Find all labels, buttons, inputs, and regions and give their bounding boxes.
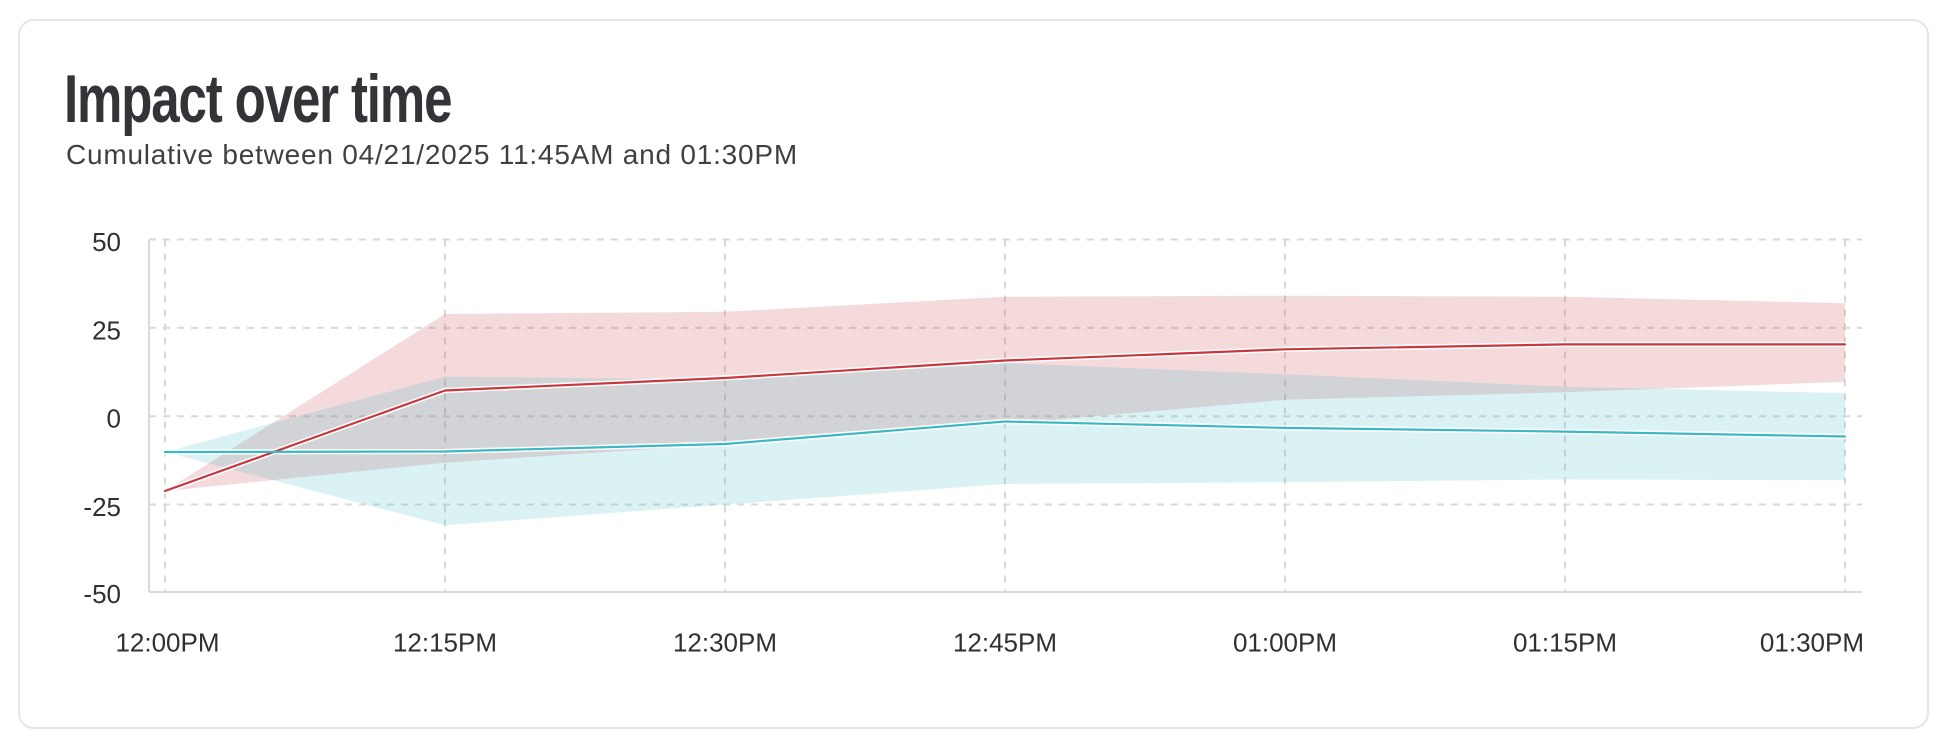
svg-text:12:15PM: 12:15PM [393,628,497,658]
svg-text:0: 0 [107,404,121,434]
svg-text:-50: -50 [83,579,121,609]
svg-text:12:00PM: 12:00PM [115,628,219,658]
svg-text:12:30PM: 12:30PM [673,628,777,658]
svg-text:-25: -25 [83,492,121,522]
svg-text:50: 50 [92,227,121,257]
svg-text:25: 25 [92,315,121,345]
svg-text:12:45PM: 12:45PM [953,628,1057,658]
svg-text:01:30PM: 01:30PM [1760,628,1864,658]
svg-text:01:00PM: 01:00PM [1233,628,1337,658]
svg-text:01:15PM: 01:15PM [1513,628,1617,658]
